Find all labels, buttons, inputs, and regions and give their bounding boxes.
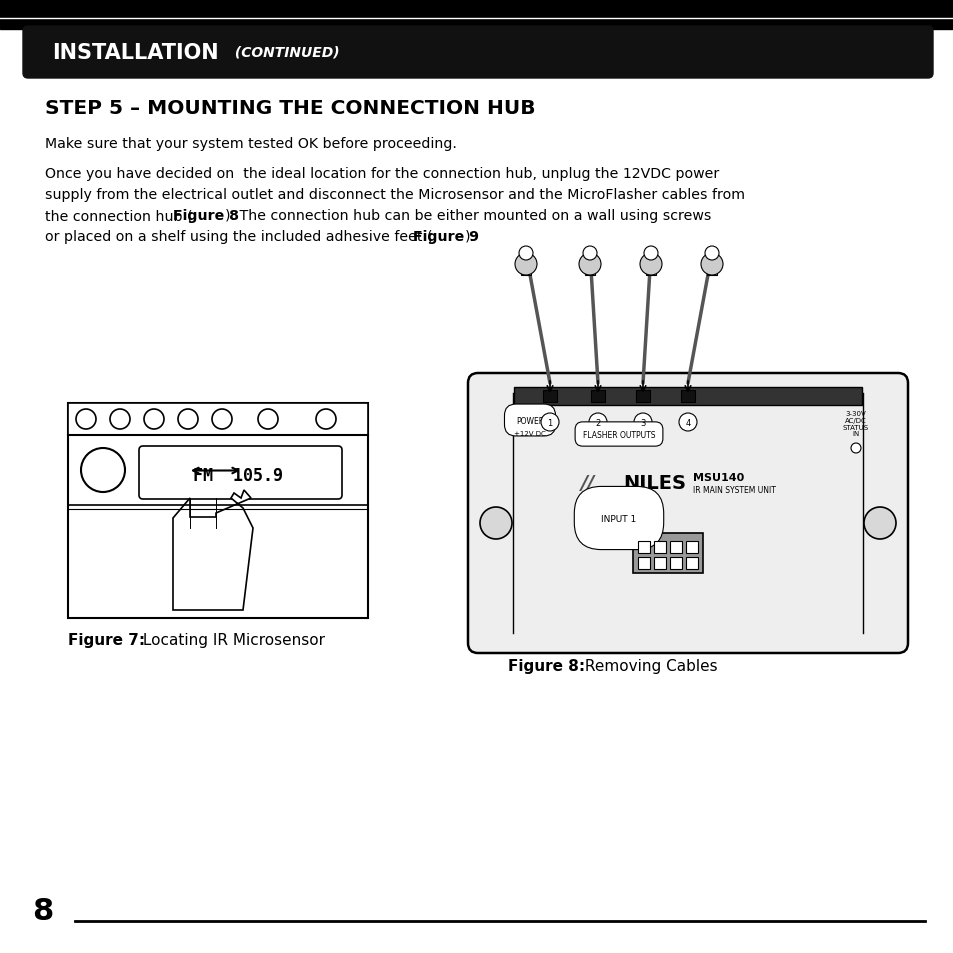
Circle shape: [110, 410, 130, 430]
Text: MSU140: MSU140: [692, 473, 743, 482]
Circle shape: [518, 247, 533, 261]
Bar: [0, 0, 953, 30]
Text: the connection hub (: the connection hub (: [45, 209, 193, 223]
Text: 3: 3: [639, 418, 645, 427]
Circle shape: [588, 414, 606, 432]
Circle shape: [639, 253, 661, 275]
Bar: [68, 403, 368, 618]
Text: STEP 5 – MOUNTING THE CONNECTION HUB: STEP 5 – MOUNTING THE CONNECTION HUB: [45, 99, 535, 118]
Text: Figure 8: Figure 8: [172, 209, 239, 223]
Bar: [638, 558, 649, 569]
Bar: [514, 388, 862, 406]
Text: 2: 2: [595, 418, 600, 427]
Circle shape: [257, 410, 277, 430]
Bar: [68, 403, 368, 436]
Bar: [654, 541, 665, 554]
Text: //: //: [580, 474, 595, 493]
Bar: [590, 391, 604, 402]
Text: POWER: POWER: [516, 416, 543, 425]
Circle shape: [315, 410, 335, 430]
Bar: [542, 391, 557, 402]
Text: 4: 4: [684, 418, 690, 427]
Text: Make sure that your system tested OK before proceeding.: Make sure that your system tested OK bef…: [45, 137, 456, 151]
FancyBboxPatch shape: [139, 447, 341, 499]
Text: 3-30V
AC/DC
STATUS
IN: 3-30V AC/DC STATUS IN: [842, 410, 868, 437]
Text: 1: 1: [547, 418, 552, 427]
Bar: [685, 541, 698, 554]
Circle shape: [515, 253, 537, 275]
Bar: [685, 558, 698, 569]
Bar: [636, 391, 649, 402]
Text: IR MAIN SYSTEM UNIT: IR MAIN SYSTEM UNIT: [692, 486, 775, 495]
Circle shape: [81, 449, 125, 493]
Circle shape: [643, 247, 658, 261]
FancyBboxPatch shape: [468, 374, 907, 654]
Circle shape: [850, 443, 861, 454]
Text: (CONTINUED): (CONTINUED): [230, 46, 339, 60]
FancyBboxPatch shape: [23, 27, 932, 79]
Bar: [669, 541, 681, 554]
Text: or placed on a shelf using the included adhesive feet (: or placed on a shelf using the included …: [45, 230, 432, 244]
Circle shape: [679, 414, 697, 432]
Text: Figure 7:: Figure 7:: [68, 633, 145, 648]
Text: Figure 9: Figure 9: [413, 230, 478, 244]
Circle shape: [863, 507, 895, 539]
Text: ).: ).: [464, 230, 475, 244]
Bar: [520, 253, 531, 275]
Bar: [645, 253, 656, 275]
Text: FLASHER OUTPUTS: FLASHER OUTPUTS: [582, 430, 655, 439]
Text: INPUT 1: INPUT 1: [600, 514, 636, 523]
Circle shape: [540, 414, 558, 432]
Text: 8: 8: [32, 897, 53, 925]
Bar: [680, 391, 695, 402]
Text: Once you have decided on  the ideal location for the connection hub, unplug the : Once you have decided on the ideal locat…: [45, 167, 719, 181]
Text: +12V DC: +12V DC: [514, 431, 545, 436]
Text: Removing Cables: Removing Cables: [579, 658, 717, 673]
Circle shape: [479, 507, 512, 539]
Circle shape: [178, 410, 198, 430]
Text: ). The connection hub can be either mounted on a wall using screws: ). The connection hub can be either moun…: [225, 209, 711, 223]
Bar: [654, 558, 665, 569]
Text: NILES: NILES: [622, 474, 685, 493]
Bar: [706, 253, 717, 275]
Polygon shape: [172, 491, 253, 610]
Circle shape: [76, 410, 96, 430]
Circle shape: [578, 253, 600, 275]
Bar: [633, 534, 702, 574]
Circle shape: [582, 247, 597, 261]
Text: INSTALLATION: INSTALLATION: [52, 43, 218, 63]
Text: Locating IR Microsensor: Locating IR Microsensor: [138, 633, 325, 648]
Bar: [669, 558, 681, 569]
Text: FM  105.9: FM 105.9: [193, 467, 283, 485]
Bar: [584, 253, 595, 275]
Circle shape: [704, 247, 719, 261]
Text: Figure 8:: Figure 8:: [507, 658, 584, 673]
Text: supply from the electrical outlet and disconnect the Microsensor and the MicroFl: supply from the electrical outlet and di…: [45, 188, 744, 202]
Circle shape: [634, 414, 651, 432]
Circle shape: [212, 410, 232, 430]
Bar: [638, 541, 649, 554]
Circle shape: [700, 253, 722, 275]
Circle shape: [144, 410, 164, 430]
